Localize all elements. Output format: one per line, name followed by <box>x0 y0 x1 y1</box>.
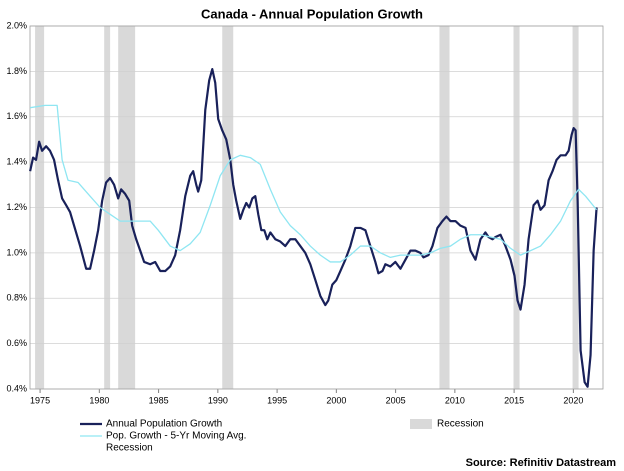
x-tick-label: 1990 <box>208 395 228 405</box>
y-tick-label: 1.2% <box>6 202 27 212</box>
legend-label: Annual Population Growth <box>106 419 222 430</box>
x-tick-label: 1975 <box>30 395 50 405</box>
x-tick-label: 2010 <box>445 395 465 405</box>
x-tick-label: 1995 <box>267 395 287 405</box>
legend-label: Pop. Growth - 5-Yr Moving Avg. <box>106 431 246 442</box>
legend-swatch <box>410 419 432 429</box>
x-tick-label: 2000 <box>326 395 346 405</box>
source: Source: Refinitiv Datastream <box>466 457 617 469</box>
legend-label: Recession <box>437 419 484 430</box>
x-tick-label: 2020 <box>563 395 583 405</box>
legend-label: Recession <box>106 443 153 454</box>
x-tick-label: 1985 <box>149 395 169 405</box>
series-line <box>29 68 598 388</box>
x-tick-label: 2005 <box>386 395 406 405</box>
x-tick-label: 1980 <box>89 395 109 405</box>
y-tick-label: 0.6% <box>6 338 27 348</box>
y-tick-label: 0.8% <box>6 293 27 303</box>
series-line <box>30 104 598 263</box>
plot-frame <box>29 25 604 390</box>
chart-title: Canada - Annual Population Growth <box>201 6 423 21</box>
y-tick-label: 0.4% <box>6 383 27 393</box>
x-tick-label: 2015 <box>504 395 524 405</box>
y-tick-label: 2.0% <box>6 20 27 30</box>
y-tick-label: 1.4% <box>6 157 27 167</box>
y-tick-label: 1.8% <box>6 66 27 76</box>
y-tick-label: 1.6% <box>6 111 27 121</box>
y-tick-label: 1.0% <box>6 247 27 257</box>
